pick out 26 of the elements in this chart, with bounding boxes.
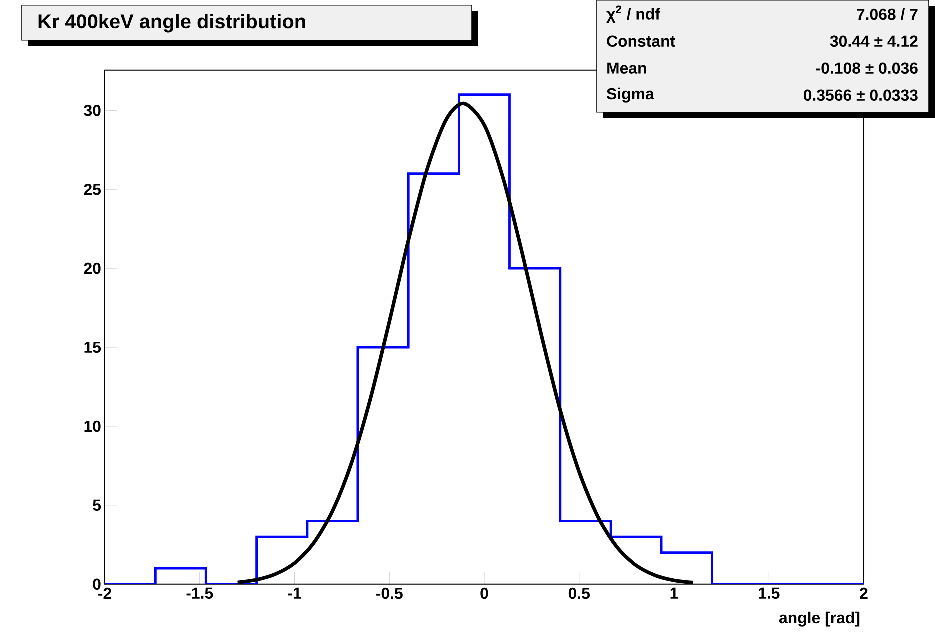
x-tick-label: 1.5 (759, 588, 780, 599)
y-tick-label: 5 (93, 500, 102, 511)
x-axis-title: angle [rad] (779, 612, 860, 627)
x-tick-label: 0 (480, 588, 488, 600)
x-tick-label: -1.5 (186, 588, 214, 599)
annotation: -0.108 ± 0.036 (816, 62, 918, 74)
x-tick-label: -1 (288, 588, 302, 599)
y-tick-label: 25 (84, 184, 102, 196)
annotation: Mean (608, 62, 646, 74)
y-tick-label: 10 (84, 420, 101, 432)
y-tick-label: 20 (84, 262, 101, 274)
annotation: Sigma (606, 88, 654, 103)
x-tick-label: 1 (670, 588, 678, 599)
x-tick-label: 0.5 (568, 588, 590, 600)
annotation: 0.3566 ± 0.0333 (804, 90, 918, 101)
y-tick-label: 15 (84, 342, 102, 353)
chart-title: Kr 400keV angle distribution (38, 14, 306, 33)
x-tick-label: 2 (860, 588, 868, 599)
text: 7.068 / 7 (857, 8, 918, 20)
x-tick-label: -2 (98, 588, 112, 599)
y-tick-label: 30 (84, 104, 101, 116)
text: 30.44 ± 4.12 (830, 36, 918, 47)
y-tick-label: 0 (93, 578, 101, 590)
text: χ$^{2}$ / ndf (606, 6, 661, 23)
x-tick-label: -0.5 (376, 588, 403, 600)
text: Constant (607, 36, 676, 47)
